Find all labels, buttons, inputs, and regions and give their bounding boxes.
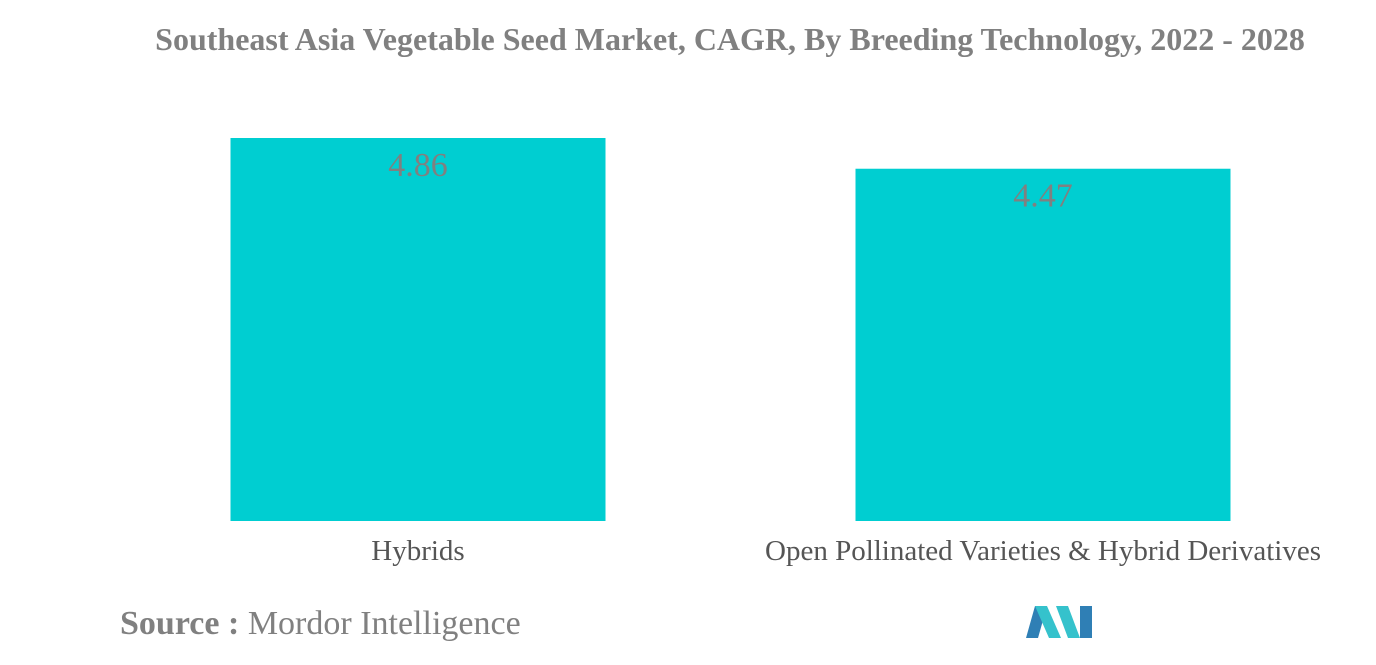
source-line: Source : Mordor Intelligence (120, 605, 521, 643)
bars-layer (230, 138, 1231, 522)
data-label-2: 4.47 (1013, 178, 1073, 215)
source-key: Source : (120, 605, 240, 642)
bar-1 (230, 138, 606, 521)
chart-title: Southeast Asia Vegetable Seed Market, CA… (155, 21, 1305, 57)
labels-layer: 4.86 Hybrids 4.47 Open Pollinated Varieties… (371, 147, 1321, 567)
logo-right-dark (1080, 606, 1092, 638)
data-label-1: 4.86 (388, 147, 448, 184)
bar-2 (855, 168, 1231, 522)
logo-mid-stroke (1035, 606, 1061, 638)
bar-chart: 4.86 Hybrids 4.47 Open Pollinated Varieties… (230, 138, 1321, 567)
logo-right-light (1056, 606, 1080, 638)
category-label-1: Hybrids (371, 535, 464, 567)
mordor-logo-icon (1026, 606, 1092, 638)
source-value: Mordor Intelligence (247, 605, 521, 642)
category-label-2: Open Pollinated Varieties & Hybrid Deriv… (765, 535, 1321, 567)
